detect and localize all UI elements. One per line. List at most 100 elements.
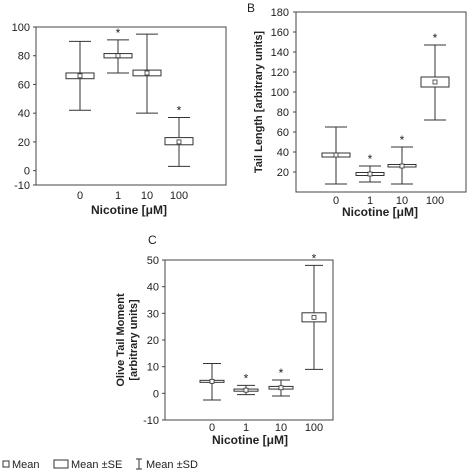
x-tick-label: 100 [305,422,323,434]
x-tick-label: 100 [426,195,444,207]
legend-item-mean: Mean [2,459,40,471]
legend-item-sd: Mean ±SD [136,458,198,471]
box-10: * [387,133,417,185]
y-tick-label: 10 [147,362,159,374]
box-100: * [420,31,450,121]
x-axis-label: Nicotine [μM] [212,433,288,447]
mean-marker [144,70,150,76]
plot-frame [295,11,467,193]
legend-item-se: Mean ±SE [53,459,122,471]
x-axis-label: Nicotine [μM] [342,205,418,219]
y-tick-label: 50 [147,255,159,267]
y-tick-label: 180 [271,7,289,19]
y-tick-labels: -10 0 20 40 60 80 100 [12,22,36,192]
y-tick-label: 140 [271,47,289,59]
box-10: * [268,366,294,397]
y-tick-label: 100 [12,22,30,34]
mean-marker [311,314,317,320]
y-tick-label: 80 [18,51,30,63]
significance-marker: * [433,31,438,45]
y-axis-label-line-2: [arbitrary units] [128,299,140,381]
boxes: * * * [199,251,327,401]
y-tick-label: -10 [14,180,30,192]
significance-marker: * [177,103,182,117]
y-tick-label: 120 [271,67,289,79]
box-10 [132,33,162,114]
y-axis-label: Tail Length [arbitrary units] [253,31,265,174]
panel-b: B 20 40 60 80 100 120 140 160 180 0 1 10 100 * * * Ni… [247,1,467,219]
x-tick-label: 0 [77,190,83,202]
x-tick-label: 10 [396,195,408,207]
y-axis-label: Olive Tail Moment [arbitrary units] [115,293,140,387]
mean-marker-icon [2,460,10,468]
y-tick-label: 100 [271,87,289,99]
mean-marker [77,73,83,79]
y-tick-label: 20 [18,137,30,149]
significance-marker: * [312,251,317,265]
x-tick-label: 10 [141,190,153,202]
y-tick-label: 40 [147,282,159,294]
box-100: * [164,103,194,167]
significance-marker: * [368,152,373,166]
y-tick-labels: 20 40 60 80 100 120 140 160 180 [271,7,296,179]
y-axis-label-line-1: Olive Tail Moment [115,293,127,387]
y-tick-label: 80 [277,107,289,119]
panel-letter: B [247,1,255,15]
x-tick-label: 0 [333,195,339,207]
box-0 [65,40,95,111]
x-tick-label: 1 [115,190,121,202]
box-0 [199,362,225,401]
y-tick-label: 160 [271,27,289,39]
panel-letter: C [148,233,157,247]
sd-whisker-icon [136,458,142,470]
legend: Mean Mean ±SE Mean ±SD [2,458,198,471]
se-box-icon [53,459,69,469]
x-tick-label: 10 [275,422,287,434]
plot-frame [164,259,334,421]
box-1: * [355,152,385,183]
boxes: * * * [321,31,450,185]
significance-marker: * [400,133,405,147]
y-tick-label: 40 [277,147,289,159]
y-tick-label: 30 [147,308,159,320]
mean-marker [209,378,215,384]
box-100: * [301,251,327,370]
mean-marker [367,171,373,177]
panel-c: C -10 0 10 20 30 40 50 0 1 10 100 * * * Nicotine [μ… [115,233,334,447]
y-tick-label: 0 [153,388,159,400]
significance-marker: * [116,26,121,40]
mean-marker [243,387,249,393]
mean-marker [432,79,438,85]
legend-label: Mean ±SE [71,459,122,471]
x-tick-labels: 0 1 10 100 [333,195,444,207]
x-tick-label: 1 [367,195,373,207]
x-tick-labels: 0 1 10 100 [209,422,323,434]
y-tick-label: 20 [147,335,159,347]
mean-marker [333,152,339,158]
legend-label: Mean ±SD [146,459,198,471]
y-tick-label: 60 [277,127,289,139]
boxes: ** [65,26,194,167]
x-tick-label: 100 [170,190,188,202]
x-tick-label: 1 [243,422,249,434]
box-1: * [233,371,259,396]
legend-label: Mean [12,459,40,471]
mean-marker [278,385,284,391]
x-tick-labels: 0 1 10 100 [77,190,188,202]
significance-marker: * [244,371,249,385]
y-tick-labels: -10 0 10 20 30 40 50 [143,255,165,427]
box-0 [321,126,351,185]
mean-marker [176,139,182,145]
x-tick-label: 0 [209,422,215,434]
y-tick-label: 20 [277,167,289,179]
mean-marker [115,53,121,59]
box-1: * [103,26,133,74]
y-tick-label: 60 [18,79,30,91]
y-tick-label: 0 [24,166,30,178]
y-tick-label: 40 [18,108,30,120]
significance-marker: * [279,366,284,380]
mean-marker [399,163,405,169]
y-tick-label: -10 [143,415,159,427]
